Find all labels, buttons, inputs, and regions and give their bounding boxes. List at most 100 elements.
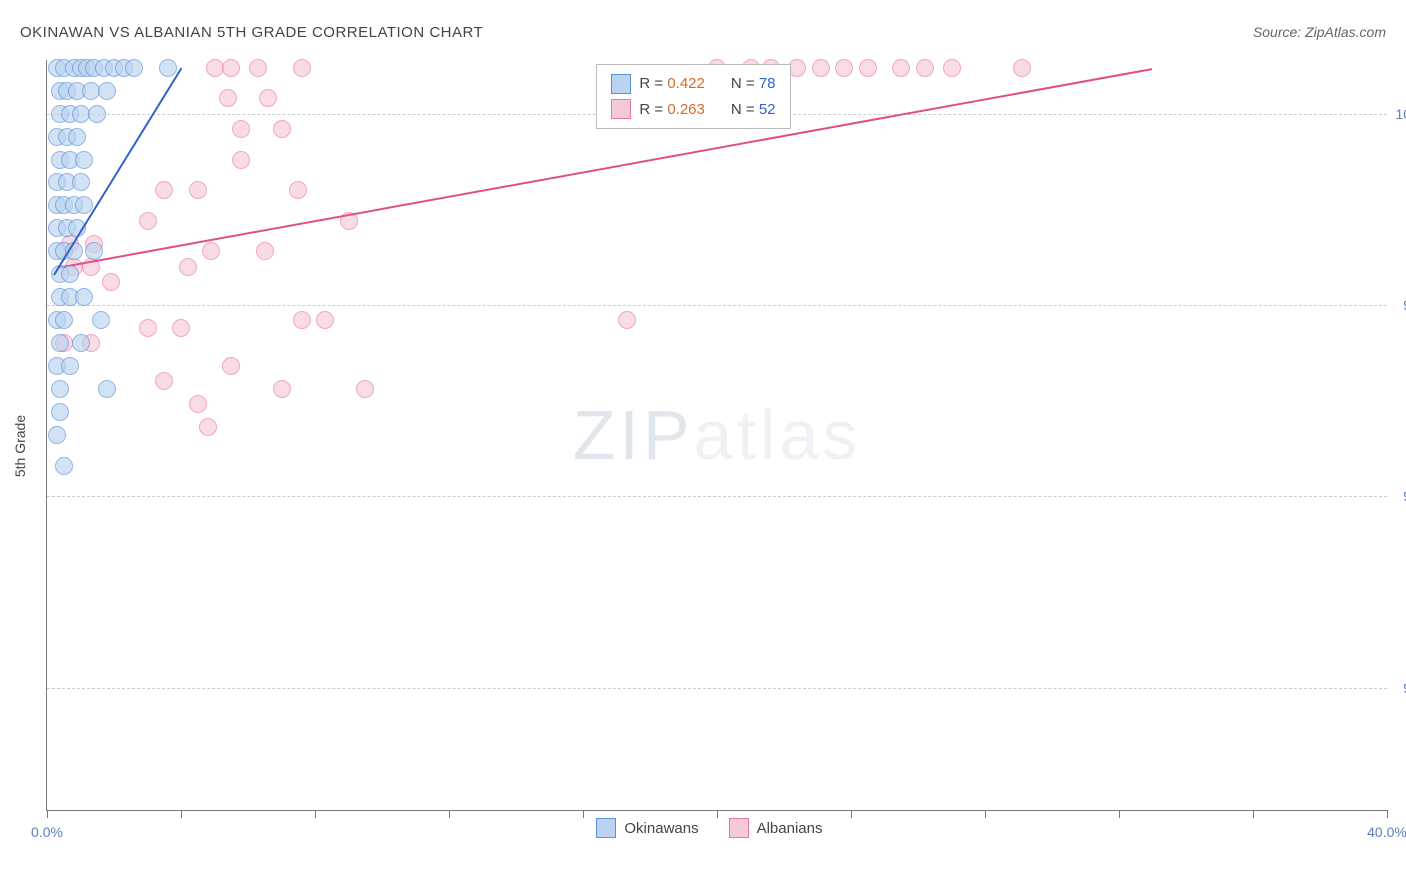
scatter-point	[1013, 59, 1031, 77]
gridline	[47, 688, 1387, 689]
scatter-point	[172, 319, 190, 337]
n-label: N = 52	[731, 97, 776, 123]
legend-stats: R = 0.422 N = 78 R = 0.263 N = 52	[596, 64, 790, 129]
x-tick	[449, 810, 450, 818]
scatter-point	[199, 418, 217, 436]
x-tick	[985, 810, 986, 818]
y-tick-label: 92.5%	[1393, 680, 1406, 696]
scatter-point	[232, 151, 250, 169]
scatter-point	[943, 59, 961, 77]
scatter-point	[125, 59, 143, 77]
x-tick-label: 40.0%	[1367, 824, 1406, 840]
legend-item: Albanians	[729, 818, 823, 838]
scatter-point	[273, 120, 291, 138]
scatter-point	[72, 173, 90, 191]
r-label: R = 0.263	[639, 97, 704, 123]
legend-swatch	[611, 74, 631, 94]
gridline	[47, 496, 1387, 497]
scatter-point	[92, 311, 110, 329]
scatter-point	[85, 242, 103, 260]
plot-area: ZIPatlas 92.5%95.0%97.5%100.0%0.0%40.0%R…	[46, 60, 1387, 811]
scatter-point	[259, 89, 277, 107]
scatter-point	[189, 395, 207, 413]
legend-stats-row: R = 0.263 N = 52	[611, 97, 775, 123]
scatter-point	[98, 380, 116, 398]
scatter-point	[61, 265, 79, 283]
x-tick	[1119, 810, 1120, 818]
scatter-point	[222, 59, 240, 77]
x-tick	[583, 810, 584, 818]
scatter-point	[892, 59, 910, 77]
scatter-point	[61, 357, 79, 375]
scatter-point	[68, 128, 86, 146]
legend-bottom: Okinawans Albanians	[596, 818, 822, 838]
y-axis-label: 5th Grade	[12, 415, 28, 477]
n-label: N = 78	[731, 71, 776, 97]
trend-line	[53, 68, 182, 276]
scatter-point	[232, 120, 250, 138]
x-tick	[717, 810, 718, 818]
scatter-point	[788, 59, 806, 77]
scatter-point	[189, 181, 207, 199]
scatter-point	[222, 357, 240, 375]
legend-item: Okinawans	[596, 818, 698, 838]
scatter-point	[916, 59, 934, 77]
scatter-point	[75, 151, 93, 169]
scatter-point	[812, 59, 830, 77]
scatter-point	[48, 426, 66, 444]
chart-source: Source: ZipAtlas.com	[1253, 24, 1386, 40]
scatter-point	[859, 59, 877, 77]
y-tick-label: 100.0%	[1393, 106, 1406, 122]
x-tick	[1253, 810, 1254, 818]
scatter-point	[75, 196, 93, 214]
scatter-point	[289, 181, 307, 199]
y-tick-label: 97.5%	[1393, 297, 1406, 313]
scatter-point	[139, 212, 157, 230]
scatter-point	[82, 82, 100, 100]
x-tick	[47, 810, 48, 818]
legend-swatch	[729, 818, 749, 838]
scatter-point	[618, 311, 636, 329]
legend-label: Okinawans	[624, 820, 698, 837]
chart-header: OKINAWAN VS ALBANIAN 5TH GRADE CORRELATI…	[20, 24, 1386, 41]
y-tick-label: 95.0%	[1393, 488, 1406, 504]
scatter-point	[98, 82, 116, 100]
scatter-point	[273, 380, 291, 398]
scatter-point	[51, 334, 69, 352]
scatter-point	[72, 334, 90, 352]
watermark: ZIPatlas	[573, 395, 862, 475]
scatter-point	[293, 59, 311, 77]
scatter-point	[256, 242, 274, 260]
scatter-point	[155, 372, 173, 390]
legend-stats-row: R = 0.422 N = 78	[611, 71, 775, 97]
watermark-bold: ZIP	[573, 396, 694, 474]
scatter-point	[155, 181, 173, 199]
scatter-point	[356, 380, 374, 398]
watermark-light: atlas	[694, 396, 862, 474]
legend-label: Albanians	[757, 820, 823, 837]
scatter-point	[55, 311, 73, 329]
scatter-point	[159, 59, 177, 77]
x-tick	[851, 810, 852, 818]
scatter-point	[316, 311, 334, 329]
scatter-point	[51, 380, 69, 398]
scatter-point	[55, 457, 73, 475]
x-tick	[1387, 810, 1388, 818]
scatter-point	[51, 403, 69, 421]
r-label: R = 0.422	[639, 71, 704, 97]
gridline	[47, 305, 1387, 306]
x-tick	[181, 810, 182, 818]
legend-swatch	[611, 99, 631, 119]
scatter-point	[102, 273, 120, 291]
scatter-point	[202, 242, 220, 260]
scatter-point	[293, 311, 311, 329]
scatter-point	[249, 59, 267, 77]
x-tick	[315, 810, 316, 818]
scatter-point	[88, 105, 106, 123]
scatter-point	[219, 89, 237, 107]
scatter-point	[72, 105, 90, 123]
scatter-point	[206, 59, 224, 77]
chart-title: OKINAWAN VS ALBANIAN 5TH GRADE CORRELATI…	[20, 24, 483, 41]
scatter-point	[179, 258, 197, 276]
scatter-point	[75, 288, 93, 306]
